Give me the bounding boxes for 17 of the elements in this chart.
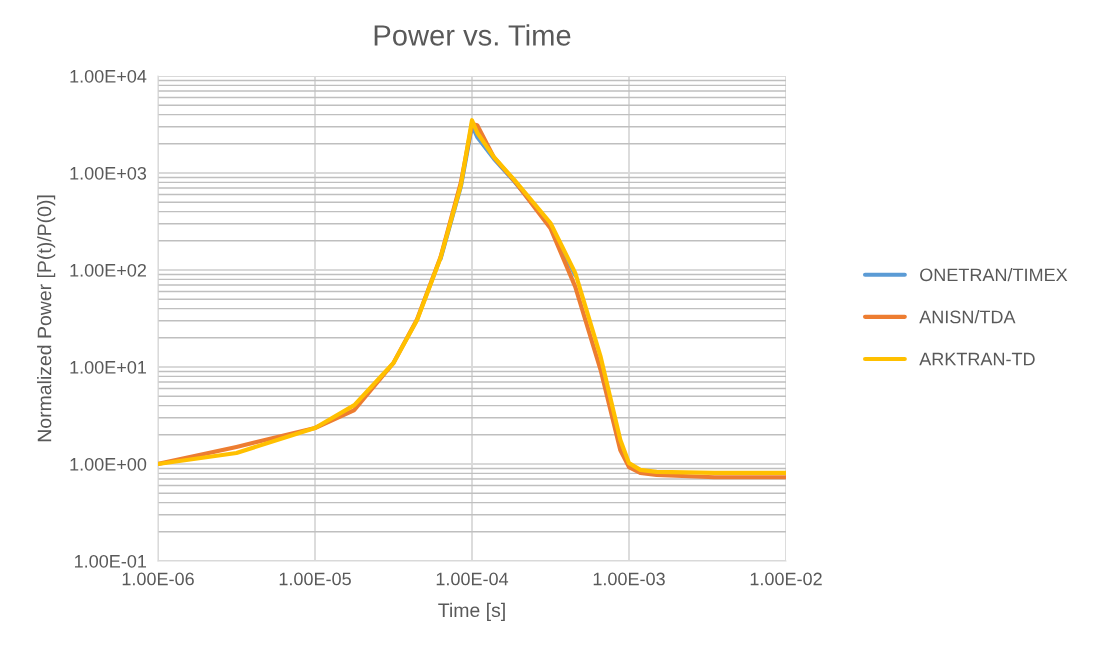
y-tick-label: 1.00E+00 [70,457,147,471]
x-axis-title: Time [s] [438,602,505,621]
y-tick-label: 1.00E+04 [70,69,147,83]
x-tick-label: 1.00E-05 [279,572,351,586]
x-tick-label: 1.00E-03 [593,572,665,586]
y-tick-label: 1.00E+02 [70,263,146,277]
legend-label: ANISN/TDA [919,310,1016,324]
x-tick-label: 1.00E-04 [436,572,509,586]
y-tick-label: 1.00E+01 [70,360,147,374]
y-tick-label: 1.00E+03 [70,166,147,180]
legend-label: ARKTRAN-TD [919,352,1035,366]
legend-label: ONETRAN/TIMEX [920,267,1068,282]
chart-title: Power vs. Time [374,24,571,46]
y-tick-label: 1.00E-01 [74,554,147,568]
x-tick-label: 1.00E-06 [122,572,194,586]
x-tick-label: 1.00E-02 [750,572,822,586]
y-axis-title: Normalized Power [P(t)/P(0)] [37,195,56,442]
